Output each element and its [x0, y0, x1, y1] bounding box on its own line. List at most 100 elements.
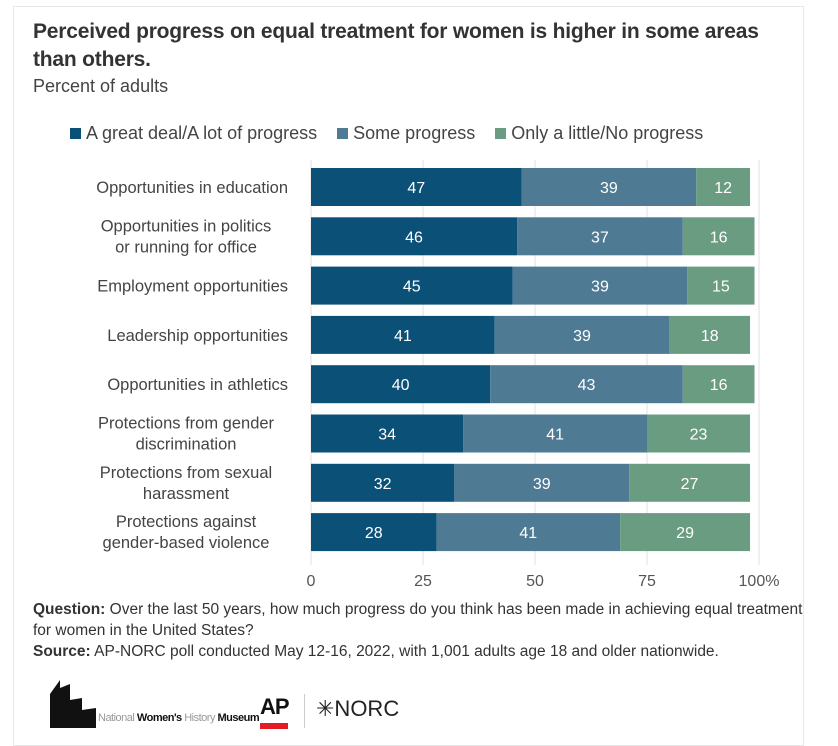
bar-segment: [311, 463, 455, 502]
logos: National Women's History Museum AP ✳NORC: [48, 680, 448, 729]
legend-swatch: [337, 128, 349, 139]
bar-segment: [669, 315, 751, 354]
legend-swatch: [495, 128, 507, 139]
bar-segment: [696, 168, 751, 206]
bar-segment: [311, 414, 464, 453]
data-label: 39: [600, 180, 618, 197]
bar-segment: [620, 513, 751, 552]
category-label-line: Protections from gender: [98, 415, 275, 433]
category-label: Opportunities in education: [96, 179, 288, 197]
nwhm-text-part: National: [98, 712, 137, 724]
nwhm-text-part: History: [184, 712, 218, 724]
x-tick-label: 25: [414, 573, 432, 590]
category-label-line: gender-based violence: [103, 534, 270, 552]
legend-label: A great deal/A lot of progress: [86, 123, 318, 143]
legend-item-great-deal: A great deal/A lot of progress: [70, 123, 317, 144]
x-tick-label: 100%: [739, 573, 780, 590]
category-label: Protections from sexual harassment: [100, 464, 272, 503]
category-label: Protections from gender discrimination: [98, 415, 275, 454]
source-text: AP-NORC poll conducted May 12-16, 2022, …: [90, 643, 719, 660]
data-label: 39: [591, 279, 609, 296]
bar-segment: [311, 315, 495, 354]
bar-segment: [687, 266, 755, 305]
nwhm-logo-icon: [50, 680, 96, 728]
category-label: Opportunities in athletics: [107, 376, 288, 394]
data-label: 39: [573, 328, 591, 345]
chart-subtitle: Percent of adults: [33, 76, 169, 96]
category-label: Protections against gender-based violence: [103, 513, 270, 552]
category-label-line: discrimination: [136, 436, 237, 454]
bar-segment: [490, 365, 683, 404]
bar-segment: [517, 217, 683, 256]
category-label: Employment opportunities: [97, 278, 288, 296]
data-label: 23: [690, 427, 708, 444]
data-label: 16: [710, 377, 728, 394]
data-label: 47: [407, 180, 425, 197]
category-label-line: or running for office: [115, 238, 257, 256]
legend-item-some: Some progress: [337, 123, 475, 144]
bar-segment: [311, 365, 491, 404]
norc-logo: ✳NORC: [316, 696, 400, 721]
bar-segment: [311, 513, 437, 552]
bar-segment: [494, 315, 670, 354]
data-label: 29: [676, 525, 694, 542]
ap-logo: AP: [260, 694, 290, 719]
bar-segment: [521, 168, 697, 206]
category-label-line: Protections against: [116, 513, 257, 531]
category-label-line: Protections from sexual: [100, 464, 272, 482]
data-label: 46: [405, 229, 423, 246]
data-label: 41: [519, 525, 537, 542]
bar-segment: [647, 414, 751, 453]
legend-item-little: Only a little/No progress: [495, 123, 703, 144]
category-label-line: harassment: [143, 485, 230, 503]
bar-segment: [454, 463, 630, 502]
data-label: 39: [533, 476, 551, 493]
data-label: 45: [403, 279, 421, 296]
data-label: 32: [374, 476, 392, 493]
x-tick-label: 75: [638, 573, 656, 590]
ap-logo-bar: [260, 723, 288, 729]
chart-notes: Question: Over the last 50 years, how mu…: [33, 599, 803, 662]
data-label: 41: [394, 328, 412, 345]
source-label: Source:: [33, 643, 91, 660]
category-label-line: Opportunities in politics: [101, 217, 272, 235]
nwhm-logo-text: National Women's History Museum: [98, 712, 260, 724]
question-note: Question: Over the last 50 years, how mu…: [33, 599, 803, 641]
data-label: 27: [681, 476, 699, 493]
data-label: 34: [378, 427, 396, 444]
bar-segment: [682, 365, 755, 404]
logo-separator: [304, 694, 305, 728]
x-tick-label: 50: [526, 573, 544, 590]
data-label: 16: [710, 229, 728, 246]
legend: A great deal/A lot of progress Some prog…: [70, 123, 703, 144]
bar-segment: [629, 463, 751, 502]
bar-segment: [512, 266, 688, 305]
chart-title: Perceived progress on equal treatment fo…: [33, 20, 759, 71]
data-label: 28: [365, 525, 383, 542]
data-label: 37: [591, 229, 609, 246]
legend-swatch: [70, 128, 81, 139]
source-note: Source: AP-NORC poll conducted May 12-16…: [33, 641, 803, 662]
bar-segment: [311, 217, 518, 256]
data-label: 43: [578, 377, 596, 394]
data-label: 40: [392, 377, 410, 394]
bar-segment: [463, 414, 647, 453]
x-tick-label: 0: [307, 573, 316, 590]
data-label: 12: [714, 180, 732, 197]
question-label: Question:: [33, 601, 106, 618]
legend-label: Some progress: [353, 123, 476, 143]
bar-segment: [311, 168, 522, 206]
data-label: 41: [546, 427, 564, 444]
category-label: Opportunities in politics or running for …: [101, 217, 272, 256]
nwhm-text-part: Museum: [217, 712, 260, 724]
bar-segment: [311, 266, 513, 305]
bar-segment: [436, 513, 621, 552]
bar-segment: [682, 217, 755, 256]
data-label: 15: [712, 279, 730, 296]
category-label: Leadership opportunities: [107, 327, 288, 345]
legend-label: Only a little/No progress: [511, 123, 704, 143]
question-text: Over the last 50 years, how much progres…: [33, 601, 803, 639]
stacked-bar-chart: 0 25 50 75 100% Opportunities in education 47 3…: [96, 160, 780, 590]
data-label: 18: [701, 328, 719, 345]
nwhm-text-part: Women's: [136, 712, 185, 724]
